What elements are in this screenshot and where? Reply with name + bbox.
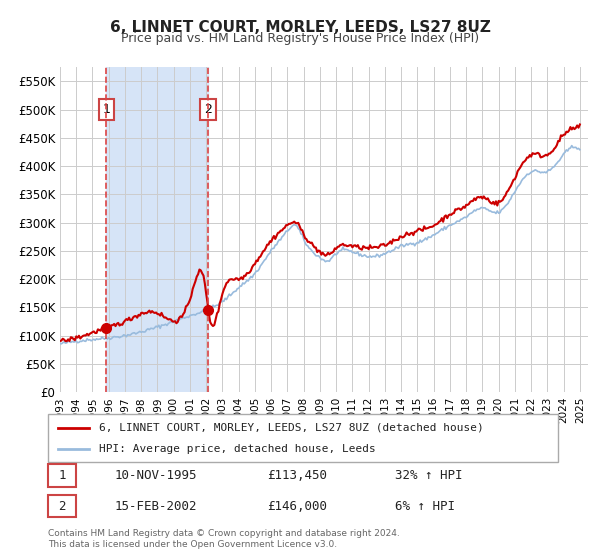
- Text: 1: 1: [58, 469, 65, 482]
- Text: £146,000: £146,000: [267, 500, 328, 513]
- FancyBboxPatch shape: [48, 464, 76, 487]
- Text: 6% ↑ HPI: 6% ↑ HPI: [395, 500, 455, 513]
- FancyBboxPatch shape: [48, 414, 558, 462]
- Text: Contains HM Land Registry data © Crown copyright and database right 2024.
This d: Contains HM Land Registry data © Crown c…: [48, 529, 400, 549]
- Bar: [106, 67, 208, 392]
- Text: 2: 2: [58, 500, 65, 513]
- Text: 2: 2: [204, 103, 212, 116]
- Text: Price paid vs. HM Land Registry's House Price Index (HPI): Price paid vs. HM Land Registry's House …: [121, 32, 479, 45]
- Text: £113,450: £113,450: [267, 469, 328, 482]
- Text: 32% ↑ HPI: 32% ↑ HPI: [395, 469, 463, 482]
- Text: 6, LINNET COURT, MORLEY, LEEDS, LS27 8UZ (detached house): 6, LINNET COURT, MORLEY, LEEDS, LS27 8UZ…: [99, 423, 484, 433]
- Text: HPI: Average price, detached house, Leeds: HPI: Average price, detached house, Leed…: [99, 444, 376, 454]
- Text: 10-NOV-1995: 10-NOV-1995: [114, 469, 197, 482]
- Text: 6, LINNET COURT, MORLEY, LEEDS, LS27 8UZ: 6, LINNET COURT, MORLEY, LEEDS, LS27 8UZ: [110, 20, 490, 35]
- Text: 15-FEB-2002: 15-FEB-2002: [114, 500, 197, 513]
- Text: 1: 1: [103, 103, 110, 116]
- FancyBboxPatch shape: [48, 495, 76, 517]
